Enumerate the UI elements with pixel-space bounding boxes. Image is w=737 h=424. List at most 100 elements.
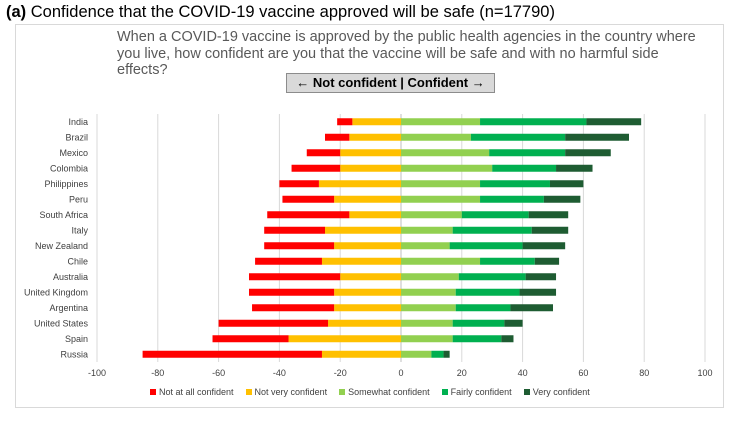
legend-item: Somewhat confident [339,387,430,397]
x-tick-label: -80 [151,368,164,378]
bar-segment [401,164,493,172]
legend-swatch [523,389,530,395]
bar-segment [531,226,569,234]
bar-segment [522,242,566,250]
bar-segment [255,257,322,265]
x-tick-label: 60 [578,368,588,378]
category-label: South Africa [39,210,88,220]
bar-segment [349,133,401,141]
category-label: Chile [67,256,88,266]
bar-segment [431,350,444,358]
bar-segment [340,164,401,172]
bar-segment [504,319,523,327]
bar-segment [528,211,569,219]
bar-segment [449,242,523,250]
bar-segment [218,319,329,327]
bar-segment [455,304,511,312]
bar-segment [401,350,432,358]
bar-segment [401,288,456,296]
category-label: United Kingdom [24,287,88,297]
category-label: Australia [53,272,88,282]
chart-title: Confidence that the COVID-19 vaccine app… [30,3,555,21]
x-tick-label: 100 [697,368,712,378]
category-label: Italy [71,225,88,235]
bar-segment [470,133,566,141]
bar-segment [519,288,557,296]
legend-item: Not very confident [245,387,327,397]
x-tick-label: -20 [334,368,347,378]
bar-segment [282,195,335,203]
bar-segment [401,226,453,234]
bar-segment [543,195,581,203]
bar-segment [249,273,341,281]
x-tick-label: 80 [639,368,649,378]
bar-segment [401,335,453,343]
x-tick-label: -60 [212,368,225,378]
legend-item: Fairly confident [441,387,512,397]
legend-swatch [441,389,448,395]
bar-segment [334,304,401,312]
bar-segment [288,335,401,343]
legend-item: Very confident [523,387,590,397]
x-tick-label: -40 [273,368,286,378]
bar-segment [334,288,401,296]
bar-segment [510,304,553,312]
category-label: United States [34,318,89,328]
bar-segment [461,211,529,219]
bar-segment [279,180,319,188]
bar-segment [267,211,350,219]
bar-segment [306,149,341,157]
bar-segment [325,133,350,141]
bar-series [142,118,642,358]
bar-segment [349,211,401,219]
category-label: Colombia [50,163,88,173]
x-tick-labels: -100 -80 -60 -40 -20 0 20 40 60 80 100 [88,368,713,378]
panel-label: (a) [6,3,27,21]
bar-segment [401,257,481,265]
bar-segment [318,180,401,188]
bar-segment [401,195,481,203]
bar-segment [556,164,593,172]
bar-segment [492,164,557,172]
bar-segment [321,350,401,358]
x-tick-label: -100 [88,368,106,378]
axis-direction-banner: ← Not confident | Confident → [286,73,495,93]
bar-segment [586,118,642,126]
bar-segment [401,149,490,157]
survey-question: When a COVID-19 vaccine is approved by t… [117,29,696,78]
bar-segment [401,211,462,219]
bar-segment [455,288,520,296]
bar-segment [401,242,450,250]
bar-segment [534,257,560,265]
bar-segment [401,118,481,126]
category-label: Argentina [49,303,88,313]
legend-label: Fairly confident [450,387,512,397]
bar-segment [325,226,401,234]
bar-segment [337,118,353,126]
panel-title: (a) Confidence that the COVID-19 vaccine… [6,3,555,22]
bar-segment [480,195,544,203]
bar-segment [291,164,341,172]
bar-segment [452,319,505,327]
bar-segment [340,273,401,281]
legend-label: Somewhat confident [348,387,430,397]
bar-segment [480,118,587,126]
bar-segment [252,304,335,312]
legend-label: Not at all confident [159,387,234,397]
bar-segment [212,335,289,343]
category-label: Brazil [65,132,88,142]
bar-segment [480,180,550,188]
category-label: Spain [65,334,88,344]
legend-swatch [245,389,252,395]
bar-segment [264,242,335,250]
bar-segment [401,180,481,188]
bar-segment [401,304,456,312]
legend-swatch [339,389,346,395]
bar-segment [525,273,557,281]
bar-segment [549,180,584,188]
legend-swatch [150,389,156,395]
x-tick-label: 20 [457,368,467,378]
bar-segment [334,195,401,203]
legend-label: Very confident [532,387,590,397]
